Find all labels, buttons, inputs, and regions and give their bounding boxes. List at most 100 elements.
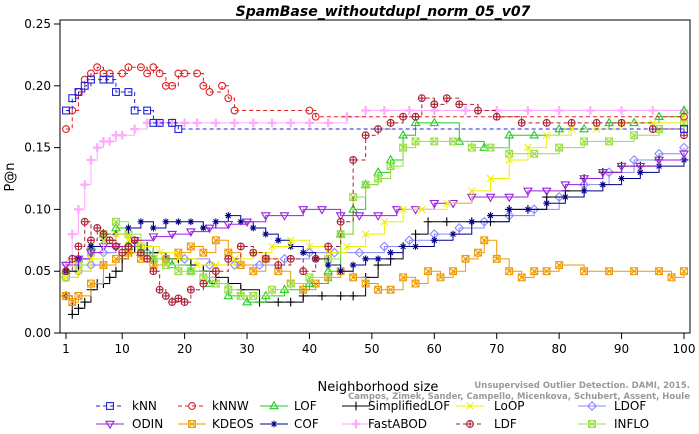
data-point: [454, 136, 465, 145]
data-point: [254, 260, 265, 270]
legend-item-cof: COF: [260, 417, 319, 431]
data-point: [387, 249, 395, 257]
x-tick-label: 10: [115, 342, 130, 356]
data-point: [299, 249, 307, 257]
data-point: [329, 247, 340, 258]
data-point: [524, 206, 532, 213]
data-point: [199, 279, 208, 288]
legend-label: LOF: [294, 399, 317, 413]
data-point: [442, 94, 451, 103]
data-point: [343, 242, 351, 251]
data-point: [529, 204, 540, 215]
data-point: [648, 119, 657, 127]
data-point: [143, 254, 152, 263]
data-point: [124, 88, 133, 96]
data-point: [351, 401, 361, 411]
data-point: [74, 205, 83, 214]
y-tick-label: 0.05: [24, 264, 51, 278]
data-point: [224, 212, 232, 219]
series-knn: [62, 75, 688, 134]
data-point: [130, 124, 140, 134]
x-tick-label: 100: [673, 342, 696, 356]
data-point: [304, 247, 315, 258]
data-point: [618, 175, 625, 182]
data-point: [111, 266, 121, 276]
data-point: [168, 81, 177, 90]
data-point: [286, 297, 296, 307]
x-tick-label: 60: [427, 342, 442, 356]
data-point: [399, 243, 407, 250]
data-point: [411, 112, 420, 121]
data-point: [351, 419, 361, 429]
data-point: [67, 229, 77, 239]
data-point: [487, 212, 494, 219]
data-point: [474, 248, 482, 257]
data-point: [62, 291, 70, 300]
data-point: [111, 254, 120, 263]
data-point: [374, 255, 382, 263]
data-point: [449, 230, 457, 238]
y-tick-label: 0.10: [24, 202, 51, 216]
data-point: [204, 224, 215, 234]
data-point: [149, 63, 158, 72]
data-point: [411, 229, 420, 239]
data-point: [580, 137, 589, 146]
data-point: [80, 297, 90, 307]
y-axis: 0.00 0.05 0.10 0.15 0.20 0.25: [24, 17, 60, 340]
data-point: [161, 81, 170, 90]
data-point: [105, 75, 114, 84]
data-point: [87, 243, 95, 250]
data-point: [629, 154, 640, 165]
data-point: [279, 284, 290, 294]
data-point: [335, 212, 346, 221]
data-point: [299, 267, 308, 276]
data-point: [398, 129, 409, 139]
data-point: [260, 290, 271, 300]
legend-label: FastABOD: [368, 417, 427, 431]
data-point: [268, 242, 276, 251]
data-point: [143, 106, 152, 115]
data-point: [274, 267, 283, 276]
data-point: [617, 106, 626, 115]
data-point: [373, 212, 384, 221]
data-point: [111, 88, 120, 96]
data-point: [74, 88, 83, 96]
series-ldf: [62, 94, 688, 307]
data-point: [529, 129, 540, 139]
data-point: [417, 94, 426, 103]
data-point: [667, 273, 676, 282]
y-tick-label: 0.20: [24, 79, 51, 93]
data-point: [311, 254, 320, 263]
data-point: [630, 131, 639, 140]
data-point: [585, 106, 595, 115]
series-lof: [61, 105, 689, 306]
x-tick-label: 20: [177, 342, 192, 356]
data-point: [93, 223, 102, 232]
data-point: [249, 267, 258, 276]
data-point: [588, 420, 596, 428]
data-point: [230, 106, 239, 115]
data-point: [349, 261, 357, 269]
y-tick-label: 0.00: [24, 326, 51, 340]
y-tick-label: 0.15: [24, 141, 51, 155]
series-line: [66, 122, 685, 297]
data-point: [188, 420, 196, 428]
data-point: [629, 117, 640, 127]
data-point: [112, 230, 120, 238]
data-point: [261, 254, 270, 263]
data-point: [105, 272, 115, 282]
data-point: [349, 273, 358, 282]
data-point: [270, 420, 278, 428]
data-point: [418, 205, 426, 214]
data-point: [560, 181, 571, 190]
series-line: [66, 110, 684, 266]
series-loop: [62, 112, 688, 282]
data-point: [504, 129, 515, 139]
data-point: [73, 255, 84, 265]
data-point: [224, 94, 233, 103]
data-point: [305, 273, 314, 282]
legend-item-ldof: LDOF: [578, 399, 646, 413]
x-tick-label: 80: [552, 342, 567, 356]
data-point: [466, 420, 474, 428]
data-point: [305, 106, 314, 115]
